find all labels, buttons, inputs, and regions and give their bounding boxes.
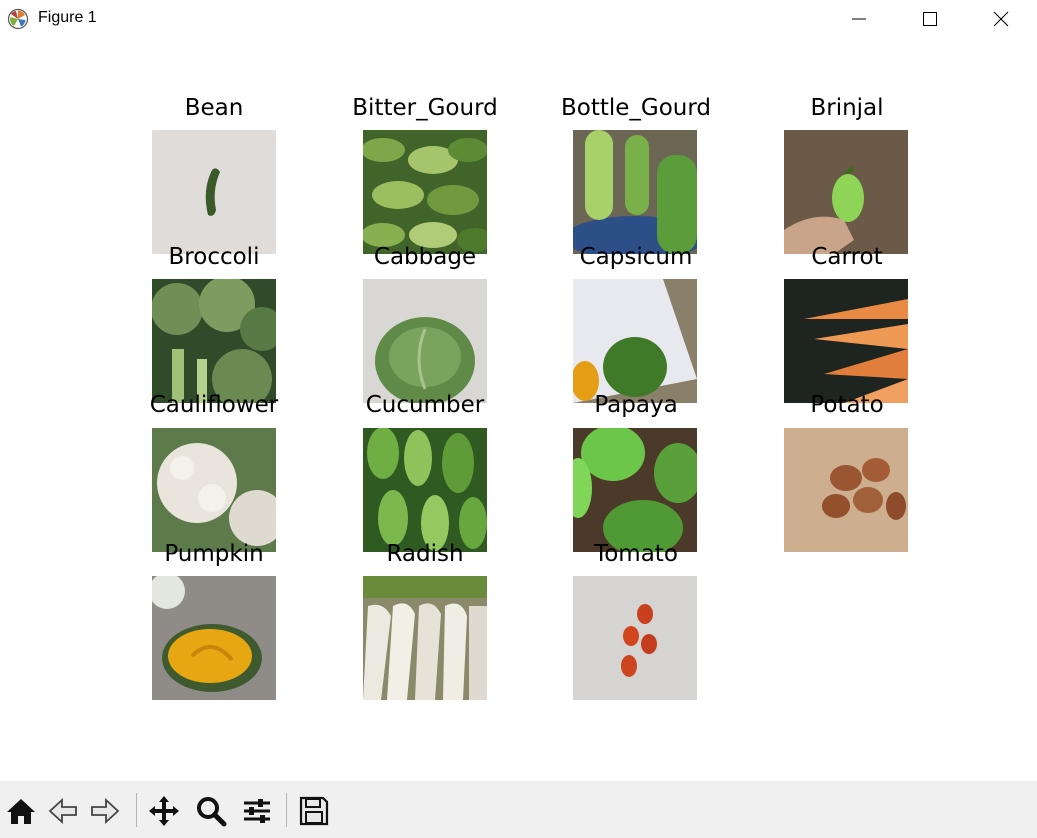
image-title: Bitter_Gourd <box>352 95 498 121</box>
window-titlebar: Figure 1 <box>0 0 1037 38</box>
image-capsicum <box>573 279 697 403</box>
image-bottle-gourd <box>573 130 697 254</box>
image-papaya <box>573 428 697 552</box>
image-title: Tomato <box>594 541 678 567</box>
matplotlib-icon <box>7 8 29 30</box>
image-title: Cucumber <box>365 392 485 418</box>
toolbar-separator <box>136 793 137 827</box>
image-title: Capsicum <box>579 244 693 270</box>
figure-canvas[interactable]: Bean Bitter_Gourd Bottle_Gourd Brinjal B… <box>0 38 1037 781</box>
image-brinjal <box>784 130 908 254</box>
image-title: Bottle_Gourd <box>560 95 712 121</box>
image-cucumber <box>363 428 487 552</box>
image-cauliflower <box>152 428 276 552</box>
maximize-button[interactable] <box>907 0 953 38</box>
image-broccoli <box>152 279 276 403</box>
zoom-button[interactable] <box>192 789 230 833</box>
image-title: Radish <box>386 541 464 567</box>
image-pumpkin <box>152 576 276 700</box>
forward-icon <box>91 797 120 825</box>
home-button[interactable] <box>2 789 40 833</box>
close-button[interactable] <box>978 0 1024 38</box>
image-potato <box>784 428 908 552</box>
pan-button[interactable] <box>145 789 183 833</box>
pan-icon <box>149 796 179 826</box>
save-button[interactable] <box>295 789 333 833</box>
image-title: Carrot <box>811 244 883 270</box>
navigation-toolbar <box>0 781 1037 838</box>
image-title: Papaya <box>594 392 678 418</box>
image-tomato <box>573 576 697 700</box>
minimize-icon <box>852 18 866 20</box>
minimize-button[interactable] <box>836 0 882 38</box>
image-carrot <box>784 279 908 403</box>
image-title: Pumpkin <box>164 541 264 567</box>
image-cabbage <box>363 279 487 403</box>
back-icon <box>48 797 77 825</box>
image-radish <box>363 576 487 700</box>
image-title: Potato <box>810 392 884 418</box>
image-bean <box>152 130 276 254</box>
close-icon <box>993 11 1009 27</box>
image-bitter-gourd <box>363 130 487 254</box>
back-button[interactable] <box>44 789 82 833</box>
configure-subplots-button[interactable] <box>238 789 276 833</box>
maximize-icon <box>923 12 937 26</box>
image-title: Brinjal <box>810 95 884 121</box>
image-title: Cauliflower <box>149 392 279 418</box>
image-title: Broccoli <box>168 244 260 270</box>
image-title: Bean <box>184 95 244 121</box>
zoom-icon <box>197 797 227 827</box>
configure-subplots-icon <box>244 799 270 823</box>
window-title: Figure 1 <box>38 9 97 26</box>
forward-button[interactable] <box>86 789 124 833</box>
toolbar-separator <box>286 793 287 827</box>
home-icon <box>7 799 35 824</box>
save-icon <box>299 796 329 826</box>
image-title: Cabbage <box>373 244 477 270</box>
